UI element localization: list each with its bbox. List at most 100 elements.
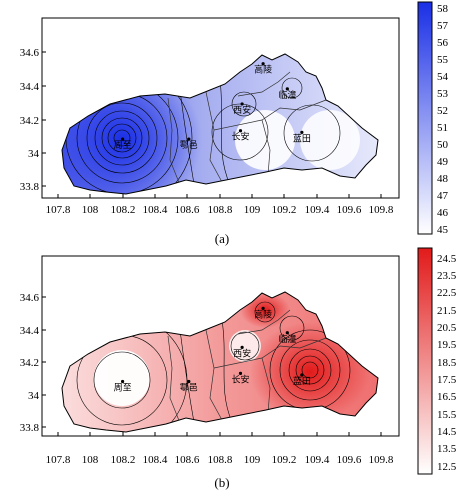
x-tick-label: 109 <box>244 204 261 216</box>
y-tick-label: 34.2 <box>20 357 39 369</box>
colorbar-label: 54 <box>437 71 449 83</box>
colorbar-label: 18.5 <box>437 357 457 369</box>
city-label: 高陵 <box>254 64 272 76</box>
x-tick-label: 108.2 <box>111 204 136 216</box>
colorbar-label: 48 <box>437 173 449 185</box>
city-marker <box>300 373 304 377</box>
colorbar-label: 13.5 <box>437 443 457 455</box>
city-label: 周至 <box>114 140 132 151</box>
y-axis-a <box>42 51 46 187</box>
city-label: 蓝田 <box>293 375 311 387</box>
x-tick-label: 109.2 <box>272 454 297 466</box>
city-marker <box>238 371 243 375</box>
caption-a: (a) <box>215 231 229 246</box>
x-tick-label: 108 <box>82 454 99 466</box>
x-tick-label: 108.6 <box>175 454 200 466</box>
colorbar-label: 23.5 <box>437 270 457 282</box>
city-marker <box>238 129 243 133</box>
x-tick-label: 109.6 <box>337 454 362 466</box>
colorbar-label: 16.5 <box>437 391 457 403</box>
x-tick-label: 108.8 <box>208 204 233 216</box>
x-tick-label: 108 <box>82 204 99 216</box>
city-label: 鄠邑 <box>180 383 198 394</box>
x-tick-label: 109.8 <box>369 204 394 216</box>
region-outline-a <box>61 53 379 195</box>
y-tick-label: 34 <box>28 390 40 402</box>
x-tick-label: 109.2 <box>272 204 297 216</box>
y-tick-label: 34.4 <box>20 81 40 93</box>
colorbar-label: 47 <box>437 190 449 202</box>
y-tick-label: 34.4 <box>20 325 40 337</box>
colorbar-label: 57 <box>437 20 449 32</box>
colorbar-label: 22.5 <box>437 287 457 299</box>
colorbar-label: 45 <box>437 224 449 236</box>
panel-b: 107.8 108 108.2 108.4 108.6 108.8 109 10… <box>20 247 457 490</box>
x-tick-label: 109.8 <box>369 454 394 466</box>
city-marker <box>187 379 191 384</box>
city-label: 高陵 <box>254 308 272 320</box>
y-tick-label: 34.6 <box>20 292 40 304</box>
y-tick-label: 34 <box>28 148 40 160</box>
colorbar-label: 14.5 <box>437 426 457 438</box>
colorbar-label: 46 <box>437 207 449 219</box>
city-label: 蓝田 <box>293 132 311 144</box>
colorbar-label: 52 <box>437 105 448 117</box>
colorbar-label: 15.5 <box>437 409 457 421</box>
y-tick-label: 33.8 <box>20 181 40 193</box>
y-tick-label: 34.6 <box>20 47 40 59</box>
colorbar-label: 56 <box>437 37 449 49</box>
district-borders-b <box>167 309 327 424</box>
x-tick-label: 108.8 <box>208 454 233 466</box>
colorbar-b <box>417 247 433 475</box>
district-borders-a <box>167 71 327 186</box>
x-tick-label: 107.8 <box>46 204 71 216</box>
city-marker <box>121 379 125 384</box>
city-label: 西安 <box>233 347 251 359</box>
x-tick-label: 109.6 <box>337 204 362 216</box>
city-marker <box>121 137 125 141</box>
colorbar-label: 17.5 <box>437 374 457 386</box>
colorbar-labels-a: 58 57 56 55 54 53 52 51 50 49 48 47 46 4… <box>437 3 449 236</box>
city-label: 临潼 <box>278 333 296 345</box>
colorbar-label: 49 <box>437 156 449 168</box>
colorbar-labels-b: 24.5 23.5 22.5 21.5 20.5 19.5 18.5 17.5 … <box>437 253 457 473</box>
x-tick-label: 108.2 <box>111 454 136 466</box>
y-tick-label: 33.8 <box>20 422 40 434</box>
city-label: 临潼 <box>278 89 296 101</box>
y-tick-labels-b: 34.6 34.4 34.2 34 33.8 <box>20 292 40 434</box>
city-marker <box>240 345 244 349</box>
city-label: 长安 <box>231 373 249 385</box>
city-marker <box>285 331 289 335</box>
colorbar-label: 58 <box>437 3 449 15</box>
colorbar-label: 19.5 <box>437 339 457 351</box>
x-tick-label: 108.4 <box>143 204 168 216</box>
y-tick-labels-a: 34.6 34.4 34.2 34 33.8 <box>20 47 40 193</box>
region-outline-b <box>61 291 379 433</box>
city-marker <box>261 306 265 310</box>
y-axis-b <box>42 296 46 428</box>
colorbar-label: 50 <box>437 139 449 151</box>
colorbar-label: 20.5 <box>437 322 457 334</box>
x-axis-a <box>57 194 382 198</box>
x-tick-label: 109.4 <box>305 204 330 216</box>
city-marker <box>300 130 304 134</box>
x-tick-label: 108.4 <box>143 454 168 466</box>
panel-a: 107.8 108 108.2 108.4 108.6 108.8 109 10… <box>20 1 449 246</box>
x-tick-labels-b: 107.8 108 108.2 108.4 108.6 108.8 109 10… <box>46 454 394 466</box>
y-tick-label: 34.2 <box>20 115 39 127</box>
caption-b: (b) <box>214 475 229 490</box>
city-marker <box>261 62 265 66</box>
x-tick-labels-a: 107.8 108 108.2 108.4 108.6 108.8 109 10… <box>46 204 394 216</box>
colorbar-a <box>417 1 433 235</box>
x-tick-label: 108.6 <box>175 204 200 216</box>
colorbar-label: 12.5 <box>437 461 457 473</box>
city-label: 鄠邑 <box>180 140 198 151</box>
x-tick-label: 109 <box>244 454 261 466</box>
x-tick-label: 107.8 <box>46 454 71 466</box>
x-tick-label: 109.4 <box>305 454 330 466</box>
colorbar-label: 51 <box>437 122 448 134</box>
city-marker <box>285 87 289 91</box>
city-marker <box>187 137 191 141</box>
